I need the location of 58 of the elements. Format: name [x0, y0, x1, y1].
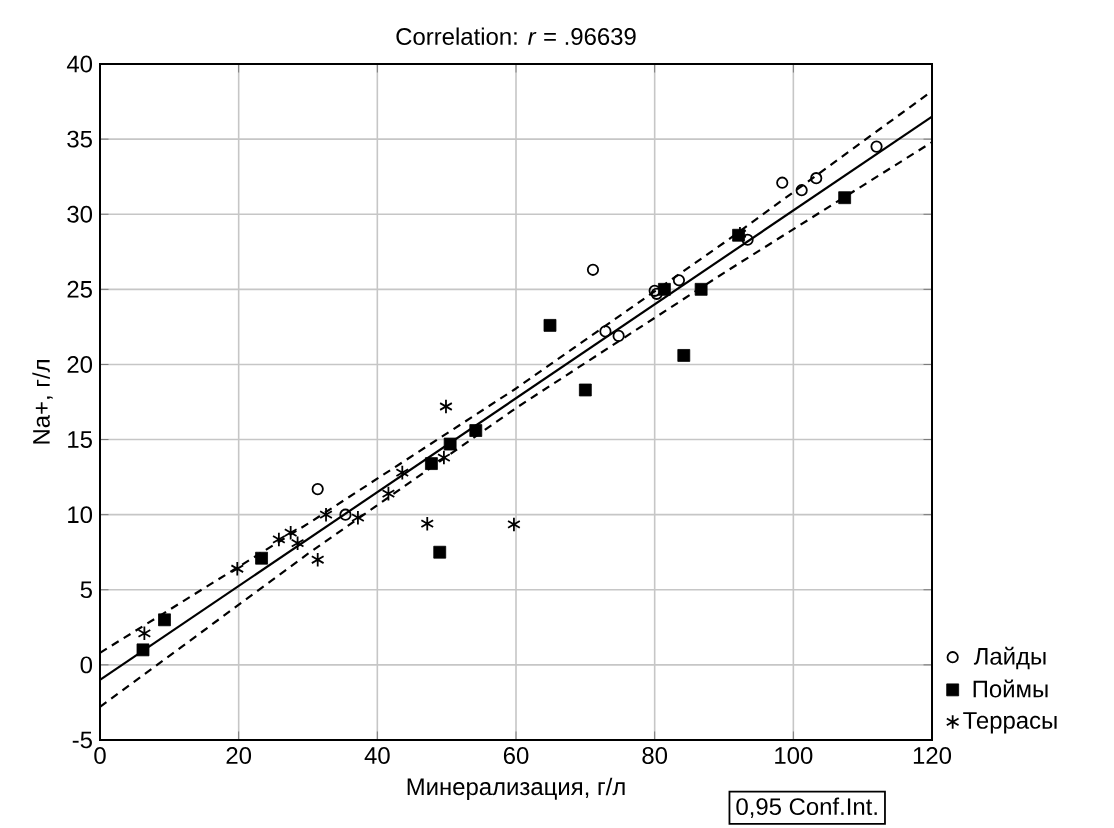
y-tick-label: 20 — [67, 355, 93, 373]
point — [741, 233, 754, 246]
y-tick-label: 10 — [68, 506, 93, 524]
legend-label: Поймы — [973, 679, 1048, 698]
y-tick-label: 5 — [80, 581, 92, 599]
text: 0,95 Conf.Int. — [736, 797, 877, 818]
point — [612, 329, 625, 342]
y-tick-label: 15 — [68, 431, 92, 448]
x-tick-label: 80 — [642, 747, 668, 764]
x-tick-label: 40 — [364, 747, 390, 764]
y-tick-label: 35 — [67, 130, 92, 148]
point — [420, 516, 435, 532]
y-tick-label: 25 — [67, 280, 92, 298]
point — [838, 191, 852, 205]
point — [586, 263, 600, 276]
point — [137, 625, 152, 642]
legend-label: Террасы — [963, 712, 1057, 734]
point — [433, 545, 447, 559]
point — [381, 485, 396, 502]
point — [507, 516, 521, 533]
point — [677, 349, 691, 362]
x-tick-label: 100 — [775, 747, 813, 764]
point — [694, 282, 708, 296]
y-tick-label: 0 — [80, 656, 93, 674]
chart-title: Correlation: r = .96639 — [396, 27, 636, 45]
y-tick-label: 30 — [67, 205, 93, 223]
point — [425, 457, 438, 470]
y-axis-title: Na+, г/л — [32, 360, 53, 444]
point — [255, 551, 268, 565]
point — [672, 274, 686, 287]
x-tick-label: 60 — [503, 747, 529, 764]
point — [543, 319, 557, 332]
point — [469, 424, 483, 437]
point — [310, 552, 325, 568]
point — [776, 176, 789, 189]
point — [599, 325, 612, 338]
point — [311, 483, 324, 496]
point — [795, 184, 808, 197]
y-tick-label: 40 — [66, 55, 93, 73]
y-tick-label: -5 — [72, 731, 92, 749]
point — [272, 531, 286, 548]
point — [439, 398, 453, 415]
point — [230, 561, 245, 577]
point — [158, 613, 171, 627]
point — [870, 140, 883, 153]
point — [658, 282, 671, 296]
point — [443, 437, 457, 451]
x-tick-label: 0 — [94, 747, 106, 764]
x-tick-label: 20 — [226, 747, 252, 764]
x-axis-title: Минерализация, г/л — [407, 777, 625, 800]
point — [578, 383, 592, 397]
point — [319, 506, 333, 523]
point — [395, 464, 410, 481]
legend-label: Лайды — [973, 646, 1046, 670]
x-tick-label: 120 — [913, 747, 952, 764]
point — [136, 643, 150, 657]
point — [810, 172, 823, 185]
point — [437, 449, 451, 466]
